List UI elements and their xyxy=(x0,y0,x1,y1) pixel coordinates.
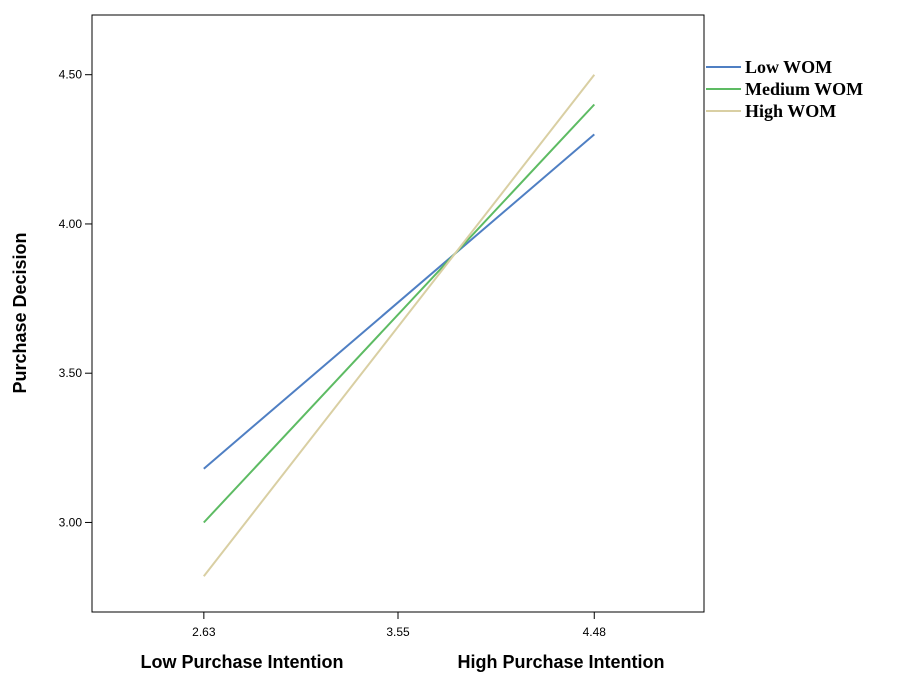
legend-label: High WOM xyxy=(745,101,836,121)
series-line-high-wom xyxy=(203,74,596,577)
series-line-medium-wom xyxy=(203,103,596,524)
series-lines xyxy=(203,74,596,577)
y-tick-label: 3.50 xyxy=(59,366,83,380)
y-axis: 3.00 3.50 4.00 4.50 xyxy=(59,68,92,529)
y-tick-label: 3.00 xyxy=(59,515,83,529)
legend-label: Low WOM xyxy=(745,57,832,77)
x-tick-label: 2.63 xyxy=(192,625,216,639)
y-tick-label: 4.50 xyxy=(59,68,83,82)
x-category-label-high: High Purchase Intention xyxy=(457,652,664,672)
x-tick-label: 3.55 xyxy=(386,625,410,639)
y-tick-label: 4.00 xyxy=(59,217,83,231)
series-line-low-wom xyxy=(203,133,595,470)
x-tick-label: 4.48 xyxy=(583,625,607,639)
x-category-label-low: Low Purchase Intention xyxy=(140,652,343,672)
x-axis: 2.63 3.55 4.48 xyxy=(192,612,606,639)
legend-label: Medium WOM xyxy=(745,79,863,99)
y-axis-title: Purchase Decision xyxy=(10,232,30,393)
